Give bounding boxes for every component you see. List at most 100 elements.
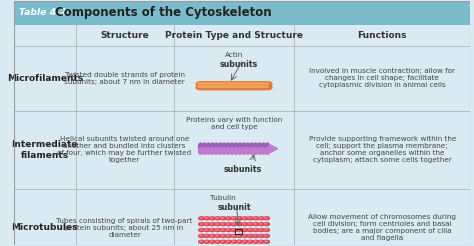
Circle shape <box>264 223 269 226</box>
Circle shape <box>203 82 212 86</box>
Circle shape <box>235 85 244 90</box>
Circle shape <box>246 85 254 90</box>
Circle shape <box>231 223 237 226</box>
Circle shape <box>224 85 233 90</box>
Ellipse shape <box>206 143 210 150</box>
Circle shape <box>247 229 253 231</box>
Circle shape <box>258 86 261 88</box>
Circle shape <box>253 229 259 231</box>
Circle shape <box>210 229 213 230</box>
Circle shape <box>231 234 237 237</box>
Circle shape <box>243 241 246 242</box>
Circle shape <box>249 229 251 230</box>
Circle shape <box>240 82 244 84</box>
Ellipse shape <box>218 147 222 154</box>
Circle shape <box>231 217 237 220</box>
Circle shape <box>226 229 231 231</box>
Circle shape <box>253 82 261 86</box>
Circle shape <box>254 229 256 230</box>
Circle shape <box>210 85 219 90</box>
Circle shape <box>198 82 201 84</box>
Circle shape <box>214 82 222 86</box>
Circle shape <box>265 223 267 224</box>
Circle shape <box>215 223 220 226</box>
Circle shape <box>220 223 226 226</box>
Circle shape <box>242 82 251 86</box>
Circle shape <box>203 85 212 90</box>
Circle shape <box>228 82 237 86</box>
Circle shape <box>264 240 269 243</box>
Circle shape <box>231 82 240 86</box>
Circle shape <box>210 240 215 243</box>
Circle shape <box>247 82 251 84</box>
Circle shape <box>264 217 269 220</box>
Circle shape <box>199 217 204 220</box>
Circle shape <box>260 217 262 218</box>
Text: subunit: subunit <box>217 203 251 212</box>
Ellipse shape <box>250 147 254 154</box>
Ellipse shape <box>254 147 258 154</box>
Circle shape <box>210 241 213 242</box>
Circle shape <box>263 82 272 86</box>
Circle shape <box>237 229 242 231</box>
Text: Structure: Structure <box>100 31 149 40</box>
Circle shape <box>238 223 240 224</box>
Circle shape <box>243 217 246 218</box>
Circle shape <box>254 217 256 218</box>
Circle shape <box>220 240 226 243</box>
Text: Actin: Actin <box>225 52 243 58</box>
Ellipse shape <box>226 147 230 154</box>
Circle shape <box>261 82 265 84</box>
Circle shape <box>218 82 226 86</box>
Circle shape <box>249 223 251 224</box>
Circle shape <box>265 235 267 236</box>
Circle shape <box>198 86 201 88</box>
Ellipse shape <box>218 143 222 150</box>
Ellipse shape <box>206 147 210 154</box>
Circle shape <box>200 85 209 90</box>
Circle shape <box>254 241 256 242</box>
Ellipse shape <box>199 147 203 154</box>
Circle shape <box>200 229 202 230</box>
Circle shape <box>221 82 229 86</box>
Ellipse shape <box>261 147 265 154</box>
Circle shape <box>210 217 215 220</box>
Circle shape <box>238 229 240 230</box>
Ellipse shape <box>246 147 250 154</box>
Circle shape <box>260 82 268 86</box>
Circle shape <box>215 217 220 220</box>
Circle shape <box>246 82 254 86</box>
Circle shape <box>243 229 246 230</box>
Bar <box>236 229 242 234</box>
Ellipse shape <box>199 143 203 150</box>
Circle shape <box>226 86 229 88</box>
Circle shape <box>265 82 268 84</box>
Circle shape <box>219 82 222 84</box>
Circle shape <box>260 229 262 230</box>
Circle shape <box>233 82 237 84</box>
Circle shape <box>247 86 251 88</box>
Circle shape <box>205 223 208 224</box>
Circle shape <box>210 217 213 218</box>
Circle shape <box>220 229 226 231</box>
Circle shape <box>205 217 208 218</box>
Circle shape <box>207 82 215 86</box>
Circle shape <box>251 82 255 84</box>
Circle shape <box>258 234 264 237</box>
Ellipse shape <box>202 143 207 150</box>
FancyBboxPatch shape <box>14 1 470 25</box>
Circle shape <box>263 85 272 90</box>
Circle shape <box>208 86 212 88</box>
Circle shape <box>210 223 215 226</box>
Circle shape <box>242 229 248 231</box>
Circle shape <box>232 241 235 242</box>
Circle shape <box>226 234 231 237</box>
Circle shape <box>226 240 231 243</box>
Circle shape <box>227 235 229 236</box>
Circle shape <box>216 229 218 230</box>
Circle shape <box>210 82 219 86</box>
Circle shape <box>238 235 240 236</box>
Circle shape <box>260 241 262 242</box>
Ellipse shape <box>257 147 262 154</box>
Circle shape <box>226 217 231 220</box>
